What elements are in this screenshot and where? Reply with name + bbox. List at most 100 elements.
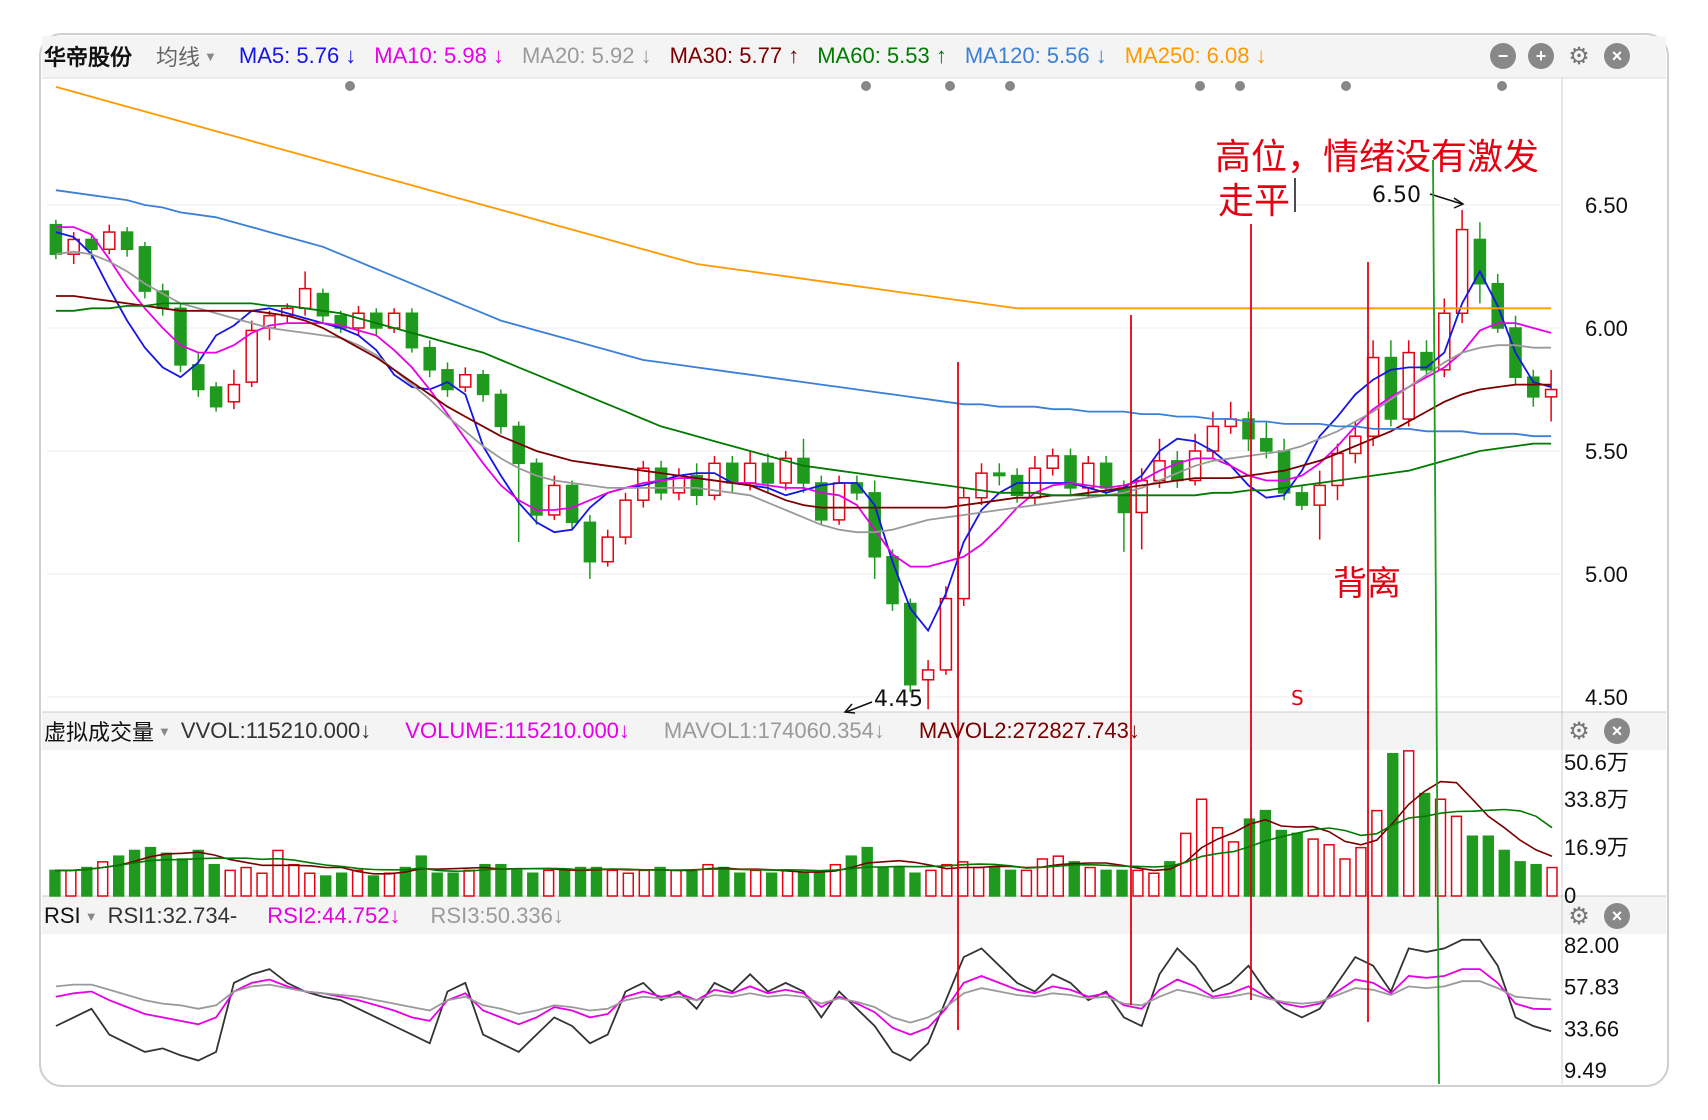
volume-bar [1148, 872, 1160, 897]
close-icon[interactable]: × [1604, 903, 1630, 929]
candle-body [1206, 425, 1220, 452]
candle-body [138, 246, 152, 292]
rsi-panel-controls: ⚙ × [1554, 902, 1630, 930]
rsi-title: RSI [44, 903, 81, 928]
volume-bar [495, 863, 507, 897]
gear-icon[interactable]: ⚙ [1568, 42, 1590, 70]
volume-bar [702, 863, 714, 897]
ma60-legend: MA60: 5.53 ↑ [817, 43, 947, 68]
rsi-header: RSI ▼ RSI1:32.734- RSI2:44.752↓ RSI3:50.… [44, 898, 582, 934]
rsi3-line [55, 980, 1552, 1024]
volume-bar [128, 849, 141, 897]
ma5-legend: MA5: 5.76 ↓ [238, 43, 357, 68]
volume-bar [654, 866, 666, 897]
volume-bar [97, 861, 109, 897]
volume-bar [463, 869, 475, 897]
candle-body [1313, 484, 1326, 506]
vvol-legend: VVOL:115210.000↓ [180, 718, 372, 743]
close-icon[interactable]: × [1604, 43, 1630, 69]
volume-bar [527, 872, 539, 897]
volume-bar [925, 869, 937, 897]
expand-icon[interactable]: + [1528, 43, 1554, 69]
volume-bar [973, 866, 985, 897]
candle-body [441, 369, 454, 391]
volume-bar [176, 858, 189, 897]
volume-title: 虚拟成交量 [44, 720, 155, 745]
mavol1-legend: MAVOL1:174060.354↓ [663, 718, 885, 743]
candle-body [316, 292, 330, 317]
chevron-down-icon[interactable]: ▼ [84, 908, 98, 924]
volume-bar [447, 872, 459, 897]
chevron-down-icon[interactable]: ▼ [158, 723, 171, 739]
gear-icon[interactable]: ⚙ [1568, 902, 1590, 930]
volume-bar [49, 869, 61, 897]
candle-body [512, 425, 525, 465]
event-marker [861, 81, 871, 91]
annotation-high-position: 高位，情绪没有激发 [1215, 137, 1540, 178]
close-icon[interactable]: × [1604, 718, 1630, 744]
candle-body [797, 457, 810, 484]
candle-body [975, 472, 988, 499]
y-tick-label: 4.50 [1585, 685, 1628, 710]
candle-body [245, 329, 258, 383]
candle-body [1046, 455, 1059, 469]
candle-body [957, 496, 970, 600]
low-price-label: 4.45 [874, 687, 923, 712]
candle-body [1527, 376, 1540, 398]
candle-body [530, 462, 543, 516]
mavol2-legend: MAVOL2:272827.743↓ [918, 718, 1140, 743]
indicator-mode-select[interactable]: 均线 [156, 45, 201, 70]
volume-bar [1418, 792, 1431, 897]
volume-panel-controls: ⚙ × [1554, 717, 1630, 745]
volume-bar [1211, 826, 1224, 897]
ma30-legend: MA30: 5.77 ↑ [669, 43, 800, 68]
candle-body [1242, 418, 1255, 440]
candle-body [832, 482, 846, 521]
candle-body [743, 462, 757, 484]
volume-bar [1514, 861, 1526, 897]
candle-body [548, 484, 561, 516]
high-arrow [1429, 193, 1463, 205]
volume-bar [558, 869, 571, 897]
candle-body [387, 312, 401, 329]
candle-body [1349, 435, 1362, 455]
rsi-tick-label: 9.49 [1564, 1058, 1607, 1083]
volume-bar [65, 869, 77, 897]
ma120-legend: MA120: 5.56 ↓ [964, 43, 1107, 68]
volume-bar [829, 863, 842, 897]
candle-body [298, 287, 312, 310]
volume-bar [351, 869, 364, 897]
mavol2-line [55, 808, 1553, 873]
candle-body [1064, 455, 1077, 489]
candle-body [761, 462, 775, 484]
volume-bar [797, 872, 810, 897]
volume-bar [1307, 838, 1319, 897]
event-marker [1195, 81, 1205, 91]
volume-bar [272, 849, 284, 897]
candle-body [192, 364, 205, 391]
volume-bar [399, 866, 412, 897]
volume-bar [781, 869, 794, 897]
candle-body [174, 307, 187, 366]
volume-bar [1132, 869, 1144, 897]
volume-bar [304, 872, 316, 897]
gear-icon[interactable]: ⚙ [1568, 717, 1590, 745]
y-tick-label: 6.00 [1585, 316, 1628, 341]
y-tick-label: 5.00 [1585, 562, 1628, 587]
chevron-down-icon[interactable]: ▼ [204, 48, 217, 64]
collapse-icon[interactable]: − [1490, 43, 1516, 69]
volume-bar [1164, 861, 1176, 897]
volume-bar [877, 866, 889, 897]
volume-bar [1004, 869, 1017, 897]
volume-bar [320, 875, 332, 897]
volume-bar [1100, 869, 1112, 897]
event-marker [1341, 81, 1351, 91]
candle-body [405, 312, 419, 349]
stock-name: 华帝股份 [44, 45, 133, 70]
high-price-label: 6.50 [1372, 183, 1421, 208]
candle-body [1384, 356, 1398, 420]
volume-bar [1530, 863, 1542, 897]
annotation-green-line [1432, 159, 1440, 1085]
